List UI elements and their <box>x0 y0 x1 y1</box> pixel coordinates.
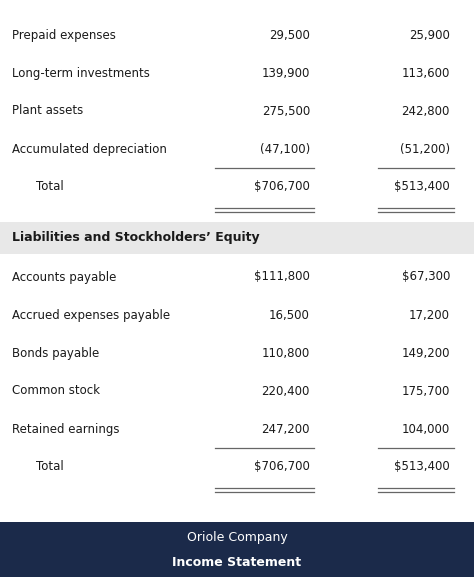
Text: Total: Total <box>36 181 64 193</box>
Text: (51,200): (51,200) <box>400 143 450 155</box>
Text: Retained earnings: Retained earnings <box>12 422 119 436</box>
Text: Liabilities and Stockholders’ Equity: Liabilities and Stockholders’ Equity <box>12 231 260 245</box>
Text: 149,200: 149,200 <box>401 347 450 359</box>
Text: Long-term investments: Long-term investments <box>12 66 150 80</box>
Text: 139,900: 139,900 <box>262 66 310 80</box>
Text: 16,500: 16,500 <box>269 309 310 321</box>
Text: Common stock: Common stock <box>12 384 100 398</box>
Text: 220,400: 220,400 <box>262 384 310 398</box>
Text: Accounts payable: Accounts payable <box>12 271 117 283</box>
Text: 104,000: 104,000 <box>402 422 450 436</box>
Bar <box>0 222 474 254</box>
Text: 29,500: 29,500 <box>269 28 310 42</box>
Text: $706,700: $706,700 <box>254 181 310 193</box>
Text: Total: Total <box>36 460 64 474</box>
Text: Accrued expenses payable: Accrued expenses payable <box>12 309 170 321</box>
Text: 110,800: 110,800 <box>262 347 310 359</box>
Text: 247,200: 247,200 <box>262 422 310 436</box>
Text: $513,400: $513,400 <box>394 460 450 474</box>
Text: $706,700: $706,700 <box>254 460 310 474</box>
Text: Income Statement: Income Statement <box>173 556 301 568</box>
Text: Plant assets: Plant assets <box>12 104 83 118</box>
Text: Accumulated depreciation: Accumulated depreciation <box>12 143 167 155</box>
Text: 175,700: 175,700 <box>401 384 450 398</box>
Text: $513,400: $513,400 <box>394 181 450 193</box>
Text: 25,900: 25,900 <box>409 28 450 42</box>
Text: $67,300: $67,300 <box>401 271 450 283</box>
Text: 275,500: 275,500 <box>262 104 310 118</box>
Text: Bonds payable: Bonds payable <box>12 347 99 359</box>
Text: Prepaid expenses: Prepaid expenses <box>12 28 116 42</box>
Bar <box>0 522 474 577</box>
Text: Oriole Company: Oriole Company <box>187 531 287 545</box>
Text: 17,200: 17,200 <box>409 309 450 321</box>
Text: (47,100): (47,100) <box>260 143 310 155</box>
Text: 242,800: 242,800 <box>401 104 450 118</box>
Text: $111,800: $111,800 <box>254 271 310 283</box>
Text: 113,600: 113,600 <box>401 66 450 80</box>
